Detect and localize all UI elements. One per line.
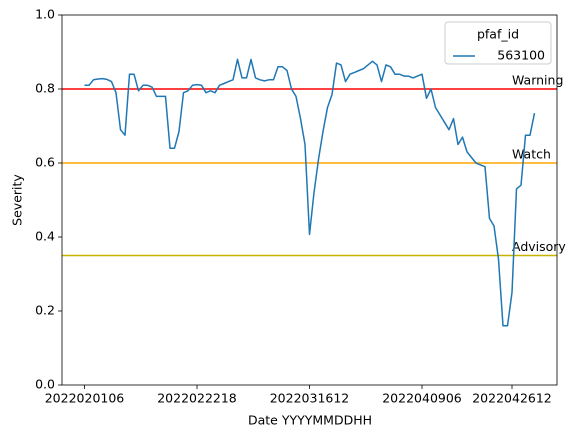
legend-title: pfaf_id	[477, 27, 519, 42]
x-tick-label: 2022020106	[45, 391, 125, 406]
threshold-label: Watch	[512, 147, 551, 162]
y-tick-label: 0.0	[35, 377, 55, 392]
data-line	[84, 58, 536, 327]
y-tick-label: 1.0	[35, 7, 55, 22]
x-tick-label: 2022031612	[270, 391, 350, 406]
y-tick-label: 0.6	[35, 155, 55, 170]
y-tick-label: 0.8	[35, 81, 55, 96]
x-tick-label: 2022022218	[157, 391, 237, 406]
y-axis-label: Severity	[10, 174, 25, 226]
y-tick-label: 0.2	[35, 303, 55, 318]
x-tick-label: 2022040906	[382, 391, 462, 406]
x-tick-label: 2022042612	[472, 391, 552, 406]
legend-box	[444, 21, 552, 65]
legend-label: 563100	[497, 48, 545, 63]
x-axis-label: Date YYYYMMDDHH	[248, 413, 372, 428]
threshold-label: Warning	[512, 73, 563, 88]
threshold-label: Advisory	[512, 239, 566, 254]
y-tick-label: 0.4	[35, 229, 55, 244]
plot-frame	[61, 14, 558, 386]
